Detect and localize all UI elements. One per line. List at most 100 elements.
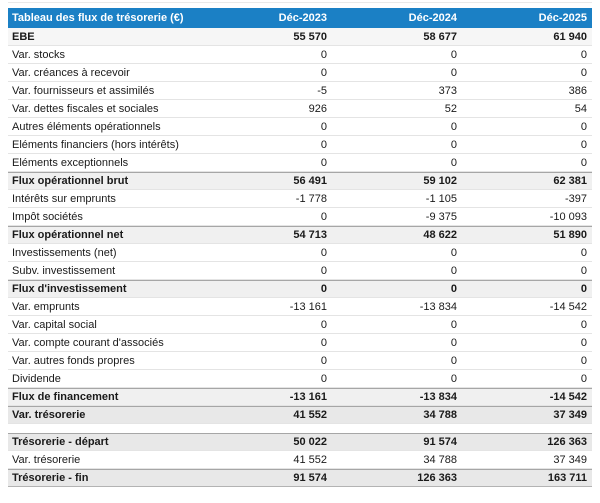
table-row: Autres éléments opérationnels 0 0 0 bbox=[8, 118, 592, 136]
row-value: 0 bbox=[450, 120, 457, 133]
row-label: Var. créances à recevoir bbox=[12, 66, 130, 79]
row-value: -13 834 bbox=[419, 391, 457, 403]
row-label: Dividende bbox=[12, 372, 61, 385]
row-value: 37 349 bbox=[553, 409, 587, 421]
table-row: Flux d'investissement 0 0 0 bbox=[8, 280, 592, 298]
table-row: Var. stocks 0 0 0 bbox=[8, 46, 592, 64]
row-label: Flux de financement bbox=[12, 391, 119, 403]
table-title: Tableau des flux de trésorerie (€) bbox=[12, 12, 184, 24]
row-value: 0 bbox=[320, 264, 327, 277]
row-value: 91 574 bbox=[293, 472, 327, 484]
row-label: Subv. investissement bbox=[12, 264, 116, 277]
row-value: 0 bbox=[580, 66, 587, 79]
row-value: 55 570 bbox=[293, 30, 327, 43]
row-value: 0 bbox=[580, 156, 587, 169]
row-label: Flux opérationnel net bbox=[12, 229, 124, 241]
row-value: 0 bbox=[320, 354, 327, 367]
row-value: -13 834 bbox=[419, 300, 457, 313]
row-label: Eléments exceptionnels bbox=[12, 156, 129, 169]
row-label: Impôt sociétés bbox=[12, 210, 83, 223]
table-row: Var. fournisseurs et assimilés -5 373 386 bbox=[8, 82, 592, 100]
row-value: 0 bbox=[580, 264, 587, 277]
row-label: Investissements (net) bbox=[12, 246, 117, 259]
row-value: 0 bbox=[450, 354, 457, 367]
row-value: -13 161 bbox=[289, 391, 327, 403]
row-value: 0 bbox=[320, 120, 327, 133]
row-value: 0 bbox=[320, 336, 327, 349]
row-value: -14 542 bbox=[549, 300, 587, 313]
table-row: Trésorerie - fin 91 574 126 363 163 711 bbox=[8, 469, 592, 487]
table-body: EBE 55 570 58 677 61 940 Var. stocks 0 0 0 Var. … bbox=[8, 28, 592, 487]
row-label: Eléments financiers (hors intérêts) bbox=[12, 138, 179, 151]
table-row: Flux opérationnel net 54 713 48 622 51 890 bbox=[8, 226, 592, 244]
table-row: EBE 55 570 58 677 61 940 bbox=[8, 28, 592, 46]
row-value: 0 bbox=[450, 48, 457, 61]
row-value: 0 bbox=[320, 372, 327, 385]
table-row: Var. créances à recevoir 0 0 0 bbox=[8, 64, 592, 82]
row-value: 0 bbox=[320, 138, 327, 151]
row-value: 126 363 bbox=[547, 436, 587, 448]
row-value: 126 363 bbox=[417, 472, 457, 484]
table-row: Subv. investissement 0 0 0 bbox=[8, 262, 592, 280]
row-value: 0 bbox=[450, 372, 457, 385]
row-value: 0 bbox=[320, 156, 327, 169]
row-value: 386 bbox=[568, 84, 587, 97]
row-value: 0 bbox=[580, 283, 587, 295]
row-value: 51 890 bbox=[553, 229, 587, 241]
row-value: 61 940 bbox=[553, 30, 587, 43]
row-label: Trésorerie - fin bbox=[12, 472, 89, 484]
row-value: 48 622 bbox=[423, 229, 457, 241]
row-value: 0 bbox=[320, 246, 327, 259]
column-header-dec-2023: Déc-2023 bbox=[278, 12, 327, 24]
row-label: Var. trésorerie bbox=[12, 453, 81, 466]
table-row: Var. compte courant d'associés 0 0 0 bbox=[8, 334, 592, 352]
row-value: 0 bbox=[450, 246, 457, 259]
row-value: 163 711 bbox=[547, 472, 587, 484]
row-value: 0 bbox=[450, 66, 457, 79]
row-value: 41 552 bbox=[293, 409, 327, 421]
row-value: 34 788 bbox=[423, 409, 457, 421]
row-label: Var. fournisseurs et assimilés bbox=[12, 84, 155, 97]
row-value: 0 bbox=[580, 372, 587, 385]
row-value: 62 381 bbox=[553, 175, 587, 187]
table-row: Var. trésorerie 41 552 34 788 37 349 bbox=[8, 406, 592, 424]
row-value: 373 bbox=[438, 84, 457, 97]
table-row: Impôt sociétés 0 -9 375 -10 093 bbox=[8, 208, 592, 226]
row-value: 0 bbox=[580, 138, 587, 151]
row-label: Var. dettes fiscales et sociales bbox=[12, 102, 159, 115]
row-value: 0 bbox=[580, 48, 587, 61]
row-value: 0 bbox=[580, 354, 587, 367]
row-value: 926 bbox=[308, 102, 327, 115]
table-row: Investissements (net) 0 0 0 bbox=[8, 244, 592, 262]
row-label: Var. autres fonds propres bbox=[12, 354, 135, 367]
row-value: -13 161 bbox=[289, 300, 327, 313]
row-value: -14 542 bbox=[549, 391, 587, 403]
row-value: 0 bbox=[320, 318, 327, 331]
table-row: Var. trésorerie 41 552 34 788 37 349 bbox=[8, 451, 592, 469]
widget-top-divider bbox=[8, 2, 592, 3]
row-value: 59 102 bbox=[423, 175, 457, 187]
row-value: 0 bbox=[450, 156, 457, 169]
row-value: 54 713 bbox=[293, 229, 327, 241]
row-label: Var. compte courant d'associés bbox=[12, 336, 164, 349]
row-value: 0 bbox=[320, 210, 327, 223]
row-value: 0 bbox=[580, 120, 587, 133]
row-value: 0 bbox=[580, 246, 587, 259]
row-value: -397 bbox=[564, 192, 587, 205]
row-label: EBE bbox=[12, 30, 35, 43]
table-header-row: Tableau des flux de trésorerie (€) Déc-2… bbox=[8, 8, 592, 28]
row-value: 0 bbox=[450, 138, 457, 151]
row-value: 0 bbox=[450, 336, 457, 349]
row-value: 0 bbox=[450, 318, 457, 331]
row-value: 54 bbox=[574, 102, 587, 115]
row-value: 0 bbox=[580, 336, 587, 349]
row-label: Trésorerie - départ bbox=[12, 436, 109, 448]
table-row: Eléments exceptionnels 0 0 0 bbox=[8, 154, 592, 172]
row-label: Flux opérationnel brut bbox=[12, 175, 129, 187]
section-gap bbox=[8, 424, 592, 433]
table-row: Trésorerie - départ 50 022 91 574 126 363 bbox=[8, 433, 592, 451]
row-value: 0 bbox=[320, 66, 327, 79]
row-value: 56 491 bbox=[293, 175, 327, 187]
table-row: Dividende 0 0 0 bbox=[8, 370, 592, 388]
row-label: Var. emprunts bbox=[12, 300, 80, 313]
